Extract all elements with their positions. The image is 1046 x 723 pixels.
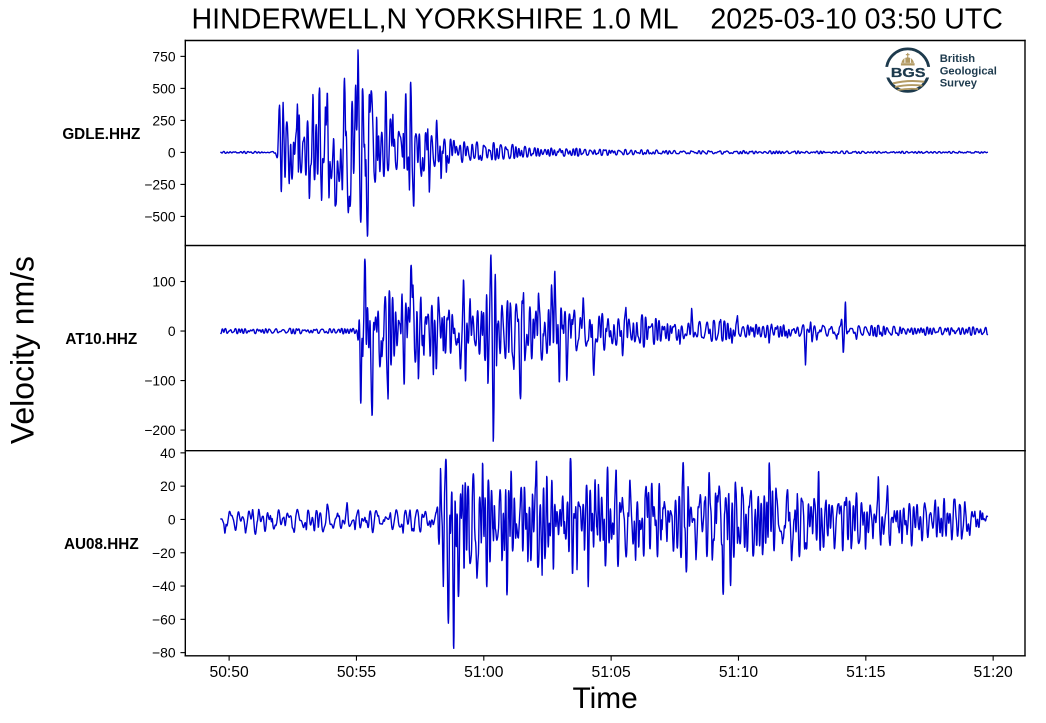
svg-text:Time: Time (573, 682, 638, 715)
svg-text:0: 0 (168, 144, 176, 160)
svg-text:Velocity nm/s: Velocity nm/s (5, 256, 41, 444)
svg-text:−250: −250 (144, 176, 176, 192)
svg-text:50:55: 50:55 (337, 664, 377, 681)
svg-text:BGS: BGS (891, 65, 926, 80)
svg-text:British: British (940, 53, 976, 65)
svg-text:50:50: 50:50 (209, 664, 249, 681)
svg-text:−200: −200 (144, 422, 176, 438)
svg-text:250: 250 (152, 112, 175, 128)
svg-text:−60: −60 (152, 611, 176, 627)
svg-text:GDLE.HHZ: GDLE.HHZ (62, 126, 140, 143)
svg-text:100: 100 (152, 274, 175, 290)
svg-text:500: 500 (152, 80, 175, 96)
svg-text:51:00: 51:00 (464, 664, 504, 681)
svg-text:−500: −500 (144, 208, 176, 224)
svg-text:−40: −40 (152, 578, 176, 594)
svg-text:51:10: 51:10 (719, 664, 759, 681)
svg-text:51:05: 51:05 (592, 664, 632, 681)
svg-text:−20: −20 (152, 545, 176, 561)
svg-text:750: 750 (152, 48, 175, 64)
svg-text:0: 0 (168, 323, 176, 339)
svg-text:40: 40 (160, 445, 176, 461)
svg-text:−100: −100 (144, 373, 176, 389)
svg-text:AT10.HHZ: AT10.HHZ (65, 331, 137, 348)
svg-text:−80: −80 (152, 645, 176, 661)
svg-text:AU08.HHZ: AU08.HHZ (64, 536, 139, 553)
svg-text:51:15: 51:15 (846, 664, 886, 681)
svg-text:HINDERWELL,N YORKSHIRE 1.0 ML: HINDERWELL,N YORKSHIRE 1.0 ML 2025-03-10… (192, 3, 1003, 35)
svg-text:0: 0 (168, 511, 176, 527)
svg-text:51:20: 51:20 (974, 664, 1014, 681)
svg-text:20: 20 (160, 478, 176, 494)
svg-text:Geological: Geological (940, 65, 997, 77)
svg-text:Survey: Survey (940, 78, 978, 90)
